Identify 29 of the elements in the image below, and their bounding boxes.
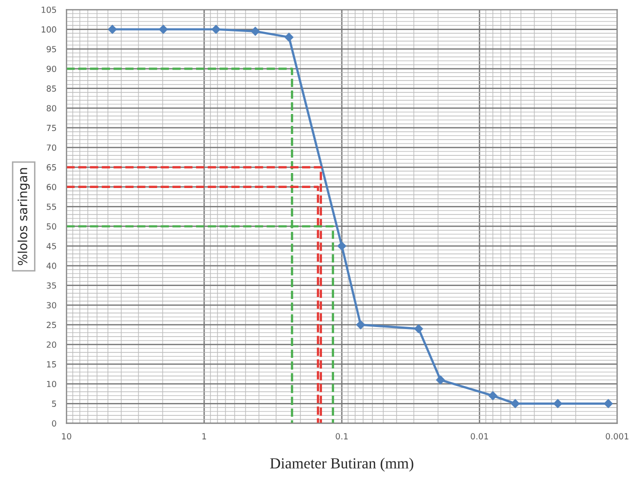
y-tick-label: 70 <box>46 144 56 151</box>
y-axis-title: %lolos saringan <box>18 168 30 266</box>
y-tick-label: 20 <box>46 341 56 348</box>
y-tick-label: 15 <box>47 361 56 368</box>
y-tick-label: 75 <box>46 124 56 132</box>
y-tick-label: 25 <box>46 322 56 328</box>
y-tick-label: 80 <box>46 105 56 112</box>
y-tick-label: 105 <box>42 6 56 13</box>
y-tick-label: 100 <box>42 26 56 33</box>
x-tick-label: 1 <box>202 433 206 440</box>
y-tick-label: 45 <box>46 243 56 250</box>
y-tick-label: 5 <box>52 400 56 407</box>
y-tick-label: 35 <box>46 282 56 289</box>
x-tick-label: 0.1 <box>336 433 348 440</box>
y-tick-label: 90 <box>46 66 56 72</box>
x-tick-label: 0.01 <box>470 433 488 440</box>
y-tick-label: 60 <box>46 184 56 190</box>
x-tick-label: 10 <box>62 433 72 440</box>
x-tick-label: 0.001 <box>606 433 628 440</box>
y-tick-label: 40 <box>46 262 56 269</box>
y-tick-label: 0 <box>52 420 56 427</box>
y-tick-label: 10 <box>47 380 56 388</box>
x-axis-title: Diameter Butiran (mm) <box>270 458 414 472</box>
y-tick-label: 30 <box>46 302 56 308</box>
y-tick-label: 65 <box>46 164 56 170</box>
y-tick-label: 50 <box>46 223 56 230</box>
y-tick-label: 85 <box>46 85 56 92</box>
y-tick-label: 55 <box>46 204 56 210</box>
y-tick-label: 95 <box>46 46 56 52</box>
